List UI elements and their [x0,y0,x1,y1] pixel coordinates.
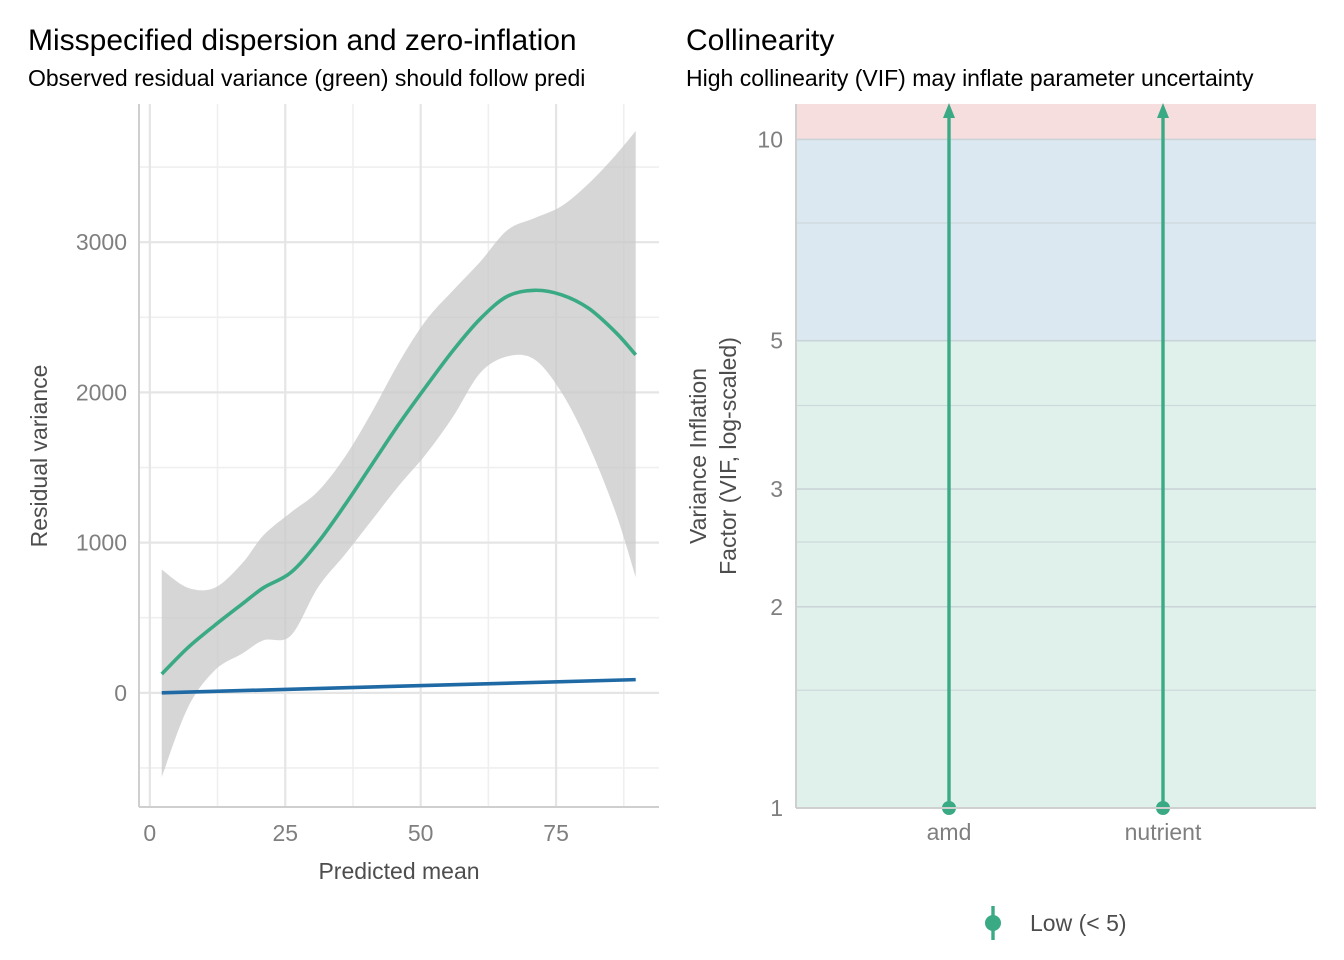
vif-y-tick-label: 10 [757,126,783,152]
vif-y-axis-title-line2: Factor (VIF, log-scaled) [715,337,741,575]
vif-y-axis-title-line1: Variance Inflation [685,368,711,544]
dispersion-chart: Misspecified dispersion and zero-inflati… [26,24,659,884]
vif-arrowhead-nutrient [1157,103,1169,118]
dispersion-subtitle-wrap: Observed residual variance (green) shoul… [28,65,585,91]
vif-zone [796,104,1316,140]
legend-key-low [985,906,1001,940]
y-tick-label: 2000 [76,379,127,405]
legend: Low (< 5) [985,906,1127,940]
legend-label-low: Low (< 5) [1030,910,1127,936]
vif-y-tick-label: 1 [770,795,783,821]
vif-zones [796,104,1316,808]
y-tick-label: 0 [114,680,127,706]
vif-y-axis-title: Variance Inflation Factor (VIF, log-scal… [685,337,741,575]
y-tick-label: 3000 [76,229,127,255]
vif-x-tick-label: amd [927,819,972,845]
x-tick-label: 25 [272,820,298,846]
legend-key-point [985,915,1001,931]
vif-zone [796,139,1316,341]
dispersion-y-axis-title: Residual variance [26,365,52,548]
dispersion-chart-subtitle: Observed residual variance (green) shoul… [28,65,585,91]
dispersion-ticks: 0 25 50 75 0 1000 2000 3000 [76,229,569,846]
predicted-variance-line [161,677,636,695]
vif-zone [796,340,1316,808]
x-tick-label: 75 [543,820,569,846]
vif-ticks: 1 2 3 5 10 amd nutrient [757,126,1202,845]
x-tick-label: 50 [408,820,434,846]
collinearity-chart-title: Collinearity [686,24,834,57]
vif-y-tick-label: 2 [770,594,783,620]
vif-grid [796,138,1316,809]
x-tick-label: 0 [143,820,156,846]
collinearity-chart-subtitle: High collinearity (VIF) may inflate para… [686,65,1254,91]
vif-arrowhead-amd [943,103,955,118]
vif-y-tick-label: 3 [770,476,783,502]
dispersion-chart-title: Misspecified dispersion and zero-inflati… [28,24,577,57]
collinearity-chart: Collinearity High collinearity (VIF) may… [685,24,1316,940]
y-tick-label: 1000 [76,530,127,556]
vif-y-tick-label: 5 [770,328,783,354]
vif-x-tick-label: nutrient [1125,819,1202,845]
observed-variance-line [160,288,638,676]
dispersion-x-axis-title: Predicted mean [318,858,479,884]
